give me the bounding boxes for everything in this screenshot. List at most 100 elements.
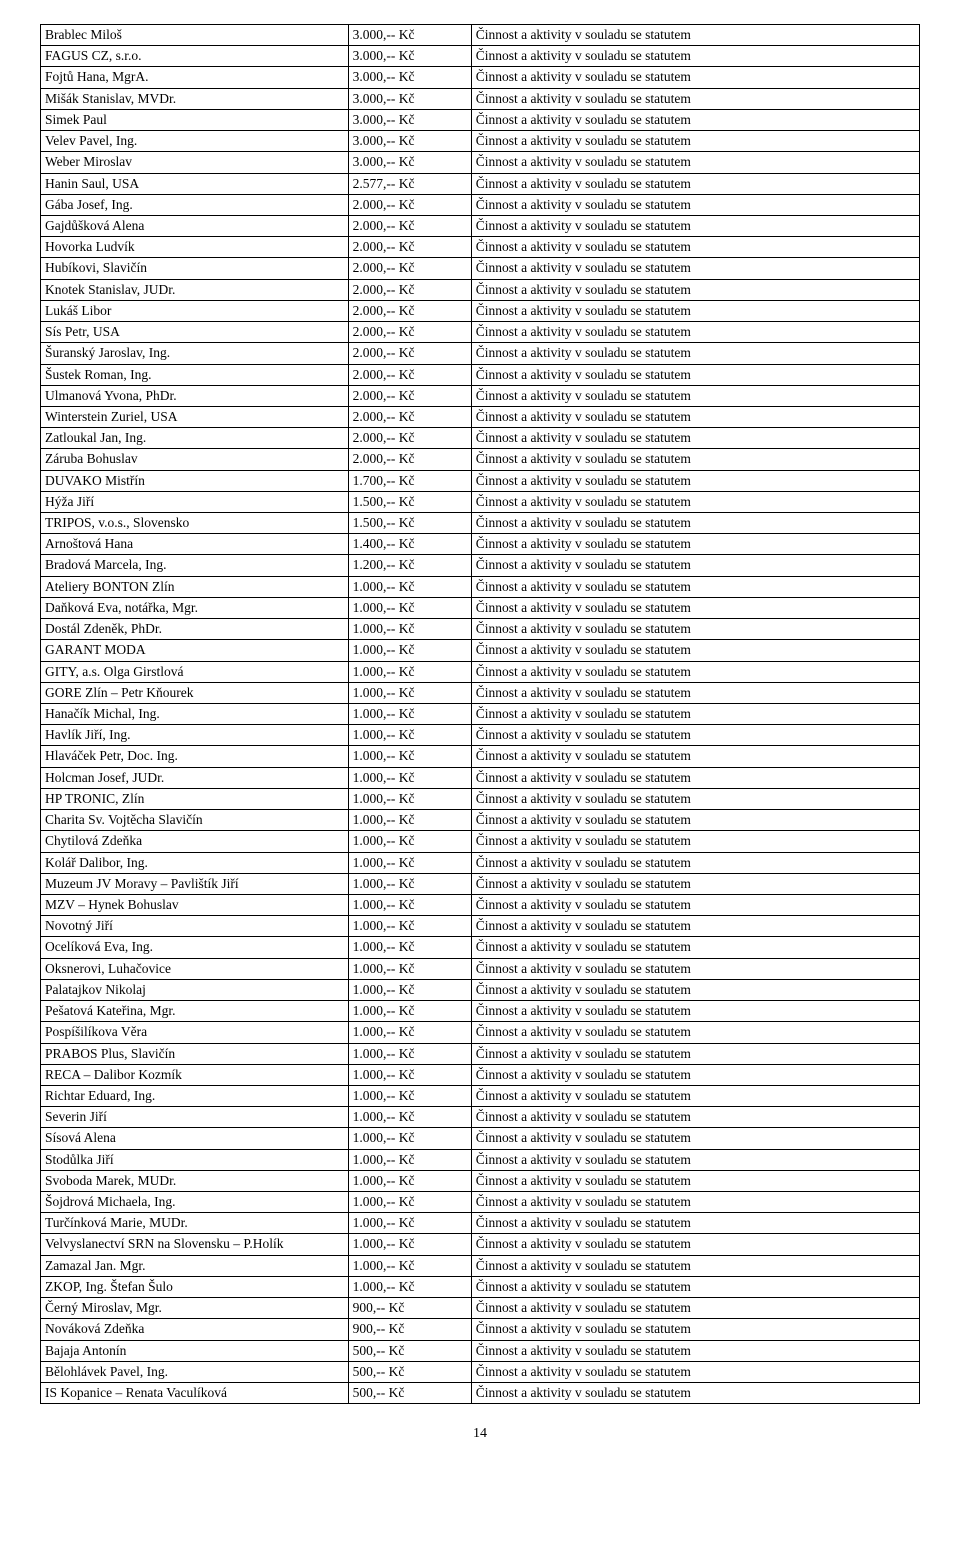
donor-name: Svoboda Marek, MUDr. [41, 1170, 349, 1191]
donor-amount: 1.000,-- Kč [348, 640, 471, 661]
donor-activity: Činnost a aktivity v souladu se statutem [471, 534, 919, 555]
table-row: PRABOS Plus, Slavičín1.000,-- KčČinnost … [41, 1043, 920, 1064]
table-row: Svoboda Marek, MUDr.1.000,-- KčČinnost a… [41, 1170, 920, 1191]
donor-amount: 2.000,-- Kč [348, 258, 471, 279]
donor-name: Šustek Roman, Ing. [41, 364, 349, 385]
donor-amount: 1.000,-- Kč [348, 1170, 471, 1191]
donor-activity: Činnost a aktivity v souladu se statutem [471, 1128, 919, 1149]
donor-activity: Činnost a aktivity v souladu se statutem [471, 1043, 919, 1064]
table-row: Záruba Bohuslav2.000,-- KčČinnost a akti… [41, 449, 920, 470]
donor-name: Stodůlka Jiří [41, 1149, 349, 1170]
donor-activity: Činnost a aktivity v souladu se statutem [471, 1149, 919, 1170]
donor-amount: 1.000,-- Kč [348, 1149, 471, 1170]
donor-name: Brablec Miloš [41, 25, 349, 46]
donor-name: Hubíkovi, Slavičín [41, 258, 349, 279]
table-row: Černý Miroslav, Mgr.900,-- KčČinnost a a… [41, 1298, 920, 1319]
table-row: TRIPOS, v.o.s., Slovensko1.500,-- KčČinn… [41, 513, 920, 534]
donor-amount: 1.000,-- Kč [348, 597, 471, 618]
table-row: Mišák Stanislav, MVDr.3.000,-- KčČinnost… [41, 88, 920, 109]
donor-activity: Činnost a aktivity v souladu se statutem [471, 746, 919, 767]
page-number: 14 [40, 1426, 920, 1442]
table-row: ZKOP, Ing. Štefan Šulo1.000,-- KčČinnost… [41, 1276, 920, 1297]
table-row: Lukáš Libor2.000,-- KčČinnost a aktivity… [41, 300, 920, 321]
table-row: Weber Miroslav3.000,-- KčČinnost a aktiv… [41, 152, 920, 173]
donor-amount: 1.000,-- Kč [348, 788, 471, 809]
donor-amount: 1.000,-- Kč [348, 1128, 471, 1149]
donor-name: Šojdrová Michaela, Ing. [41, 1192, 349, 1213]
table-row: FAGUS CZ, s.r.o.3.000,-- KčČinnost a akt… [41, 46, 920, 67]
donor-activity: Činnost a aktivity v souladu se statutem [471, 831, 919, 852]
donor-name: MZV – Hynek Bohuslav [41, 894, 349, 915]
donor-name: Fojtů Hana, MgrA. [41, 67, 349, 88]
donor-activity: Činnost a aktivity v souladu se statutem [471, 343, 919, 364]
donor-name: Zamazal Jan. Mgr. [41, 1255, 349, 1276]
donor-amount: 1.000,-- Kč [348, 1085, 471, 1106]
donor-name: Bradová Marcela, Ing. [41, 555, 349, 576]
donor-amount: 1.700,-- Kč [348, 470, 471, 491]
table-row: Hovorka Ludvík2.000,-- KčČinnost a aktiv… [41, 237, 920, 258]
table-row: Brablec Miloš3.000,-- KčČinnost a aktivi… [41, 25, 920, 46]
donor-name: Simek Paul [41, 109, 349, 130]
donor-activity: Činnost a aktivity v souladu se statutem [471, 215, 919, 236]
table-row: Stodůlka Jiří1.000,-- KčČinnost a aktivi… [41, 1149, 920, 1170]
donor-name: FAGUS CZ, s.r.o. [41, 46, 349, 67]
table-row: Simek Paul3.000,-- KčČinnost a aktivity … [41, 109, 920, 130]
donor-activity: Činnost a aktivity v souladu se statutem [471, 406, 919, 427]
donor-amount: 1.000,-- Kč [348, 576, 471, 597]
donor-amount: 1.000,-- Kč [348, 979, 471, 1000]
donor-activity: Činnost a aktivity v souladu se statutem [471, 258, 919, 279]
donor-name: Lukáš Libor [41, 300, 349, 321]
donor-activity: Činnost a aktivity v souladu se statutem [471, 1340, 919, 1361]
table-row: Oksnerovi, Luhačovice1.000,-- KčČinnost … [41, 958, 920, 979]
donor-activity: Činnost a aktivity v souladu se statutem [471, 1064, 919, 1085]
donor-amount: 1.500,-- Kč [348, 513, 471, 534]
donor-amount: 900,-- Kč [348, 1319, 471, 1340]
donor-name: GORE Zlín – Petr Kňourek [41, 682, 349, 703]
donor-activity: Činnost a aktivity v souladu se statutem [471, 279, 919, 300]
donor-activity: Činnost a aktivity v souladu se statutem [471, 725, 919, 746]
donor-activity: Činnost a aktivity v souladu se statutem [471, 979, 919, 1000]
donor-amount: 1.000,-- Kč [348, 852, 471, 873]
donor-name: Gába Josef, Ing. [41, 194, 349, 215]
donor-amount: 2.000,-- Kč [348, 364, 471, 385]
donor-activity: Činnost a aktivity v souladu se statutem [471, 513, 919, 534]
donor-name: Černý Miroslav, Mgr. [41, 1298, 349, 1319]
table-row: Novotný Jiří1.000,-- KčČinnost a aktivit… [41, 916, 920, 937]
donor-activity: Činnost a aktivity v souladu se statutem [471, 364, 919, 385]
table-row: Bradová Marcela, Ing.1.200,-- KčČinnost … [41, 555, 920, 576]
donor-name: Hovorka Ludvík [41, 237, 349, 258]
donor-activity: Činnost a aktivity v souladu se statutem [471, 916, 919, 937]
donor-activity: Činnost a aktivity v souladu se statutem [471, 88, 919, 109]
donor-amount: 2.000,-- Kč [348, 406, 471, 427]
table-row: GARANT MODA1.000,-- KčČinnost a aktivity… [41, 640, 920, 661]
donor-amount: 1.000,-- Kč [348, 1064, 471, 1085]
donor-activity: Činnost a aktivity v souladu se statutem [471, 67, 919, 88]
donor-name: Pešatová Kateřina, Mgr. [41, 1001, 349, 1022]
donor-name: Charita Sv. Vojtěcha Slavičín [41, 810, 349, 831]
table-row: Winterstein Zuriel, USA2.000,-- KčČinnos… [41, 406, 920, 427]
donor-amount: 3.000,-- Kč [348, 152, 471, 173]
donor-activity: Činnost a aktivity v souladu se statutem [471, 1319, 919, 1340]
donor-name: Knotek Stanislav, JUDr. [41, 279, 349, 300]
donor-amount: 1.000,-- Kč [348, 682, 471, 703]
donor-amount: 2.000,-- Kč [348, 279, 471, 300]
donor-activity: Činnost a aktivity v souladu se statutem [471, 470, 919, 491]
donor-name: Havlík Jiří, Ing. [41, 725, 349, 746]
table-row: Muzeum JV Moravy – Pavlištík Jiří1.000,-… [41, 873, 920, 894]
table-row: HP TRONIC, Zlín1.000,-- KčČinnost a akti… [41, 788, 920, 809]
donor-name: Hýža Jiří [41, 491, 349, 512]
donor-name: Dostál Zdeněk, PhDr. [41, 619, 349, 640]
donor-activity: Činnost a aktivity v souladu se statutem [471, 1192, 919, 1213]
donor-activity: Činnost a aktivity v souladu se statutem [471, 173, 919, 194]
donor-amount: 1.000,-- Kč [348, 746, 471, 767]
donor-amount: 1.000,-- Kč [348, 810, 471, 831]
table-row: DUVAKO Mistřín1.700,-- KčČinnost a aktiv… [41, 470, 920, 491]
table-row: Holcman Josef, JUDr.1.000,-- KčČinnost a… [41, 767, 920, 788]
donor-name: TRIPOS, v.o.s., Slovensko [41, 513, 349, 534]
table-row: Ateliery BONTON Zlín1.000,-- KčČinnost a… [41, 576, 920, 597]
donor-activity: Činnost a aktivity v souladu se statutem [471, 704, 919, 725]
donor-amount: 2.000,-- Kč [348, 194, 471, 215]
donor-name: GARANT MODA [41, 640, 349, 661]
donor-activity: Činnost a aktivity v souladu se statutem [471, 661, 919, 682]
table-row: Hanin Saul, USA2.577,-- KčČinnost a akti… [41, 173, 920, 194]
